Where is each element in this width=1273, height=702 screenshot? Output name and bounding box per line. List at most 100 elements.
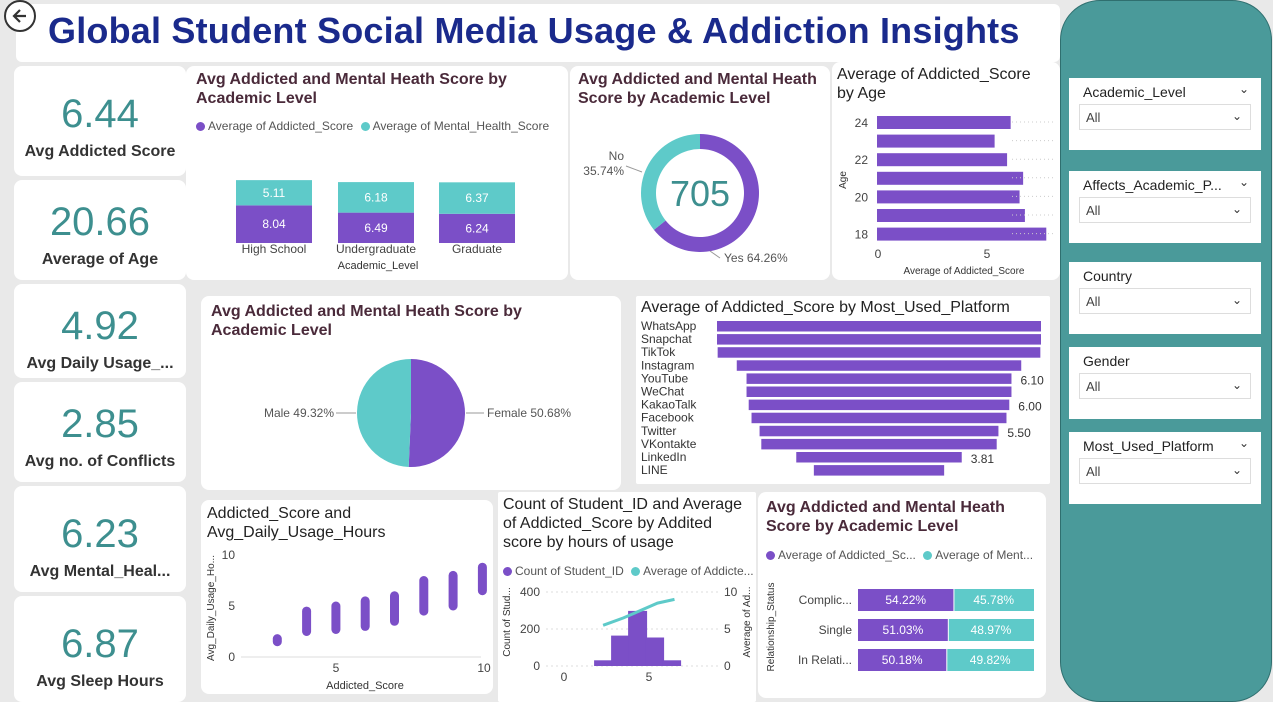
x-axis-label: Addicted_Score <box>326 680 404 692</box>
data-label: 8.04 <box>262 217 286 231</box>
funnel-bar <box>748 399 1010 411</box>
bar-mental <box>338 182 414 213</box>
slicer-most-used-platform[interactable]: Most_Used_Platform ⌄ All ⌄ <box>1069 432 1261 504</box>
slicer-dropdown[interactable]: All ⌄ <box>1079 197 1251 223</box>
donut-label-no-pct: 35.74% <box>583 164 624 178</box>
x-tick: 0 <box>561 670 568 684</box>
y-tick-right: 0 <box>724 659 731 673</box>
legend-item: Average of Addicted_Sc... <box>778 548 916 562</box>
data-label: 6.18 <box>364 190 388 204</box>
slicer-affects-academic[interactable]: Affects_Academic_P... ⌄ All ⌄ <box>1069 171 1261 243</box>
kpi-label: Avg no. of Conflicts <box>24 453 176 470</box>
y-axis-label: Age <box>838 171 849 189</box>
chevron-down-icon: ⌄ <box>1231 202 1242 216</box>
slicer-gender[interactable]: Gender All ⌄ <box>1069 347 1261 419</box>
chevron-down-icon: ⌄ <box>1231 293 1242 307</box>
legend-item: Average of Ment... <box>935 548 1034 562</box>
chevron-down-icon[interactable]: ⌄ <box>1238 175 1249 189</box>
category-label: Graduate <box>452 242 502 256</box>
slicer-academic-level[interactable]: Academic_Level ⌄ All ⌄ <box>1069 78 1261 150</box>
platform-label: TikTok <box>641 345 676 359</box>
chart-title: Avg Addicted and Mental Heath Score by A… <box>211 303 522 339</box>
combo-bar <box>594 660 614 666</box>
y-tick: 5 <box>228 599 235 613</box>
slicer-label: Gender <box>1083 353 1130 369</box>
slicer-dropdown[interactable]: All ⌄ <box>1079 458 1251 484</box>
kpi-label: Avg Sleep Hours <box>36 673 164 690</box>
chart-legend: Average of Addicted_Score Average of Men… <box>196 119 549 133</box>
y-tick: 18 <box>855 228 869 242</box>
y-axis-label: Relationship_Status <box>766 583 777 672</box>
funnel-bar <box>796 452 962 463</box>
donut-slice-yes <box>653 134 759 253</box>
x-axis-label: Average of Addicted_Score <box>903 266 1024 277</box>
kpi-value: 6.44 <box>61 92 139 136</box>
slicer-label: Most_Used_Platform <box>1083 438 1214 454</box>
kpi-value: 2.85 <box>61 402 139 446</box>
stacked-bar-chart[interactable]: Avg Addicted and Mental Heath Score by A… <box>186 66 568 280</box>
chart-title: Avg Addicted and Mental Heath Score by A… <box>766 499 1005 535</box>
category-label: Single <box>819 623 853 637</box>
x-tick: 5 <box>984 247 991 261</box>
age-bar <box>877 134 995 148</box>
age-bar-chart[interactable]: Average of Addicted_Score by Age 24 22 20 1… <box>832 62 1060 280</box>
chevron-down-icon[interactable]: ⌄ <box>1238 82 1249 96</box>
data-label: 49.82% <box>970 653 1011 667</box>
platform-label: WeChat <box>641 385 685 399</box>
slicer-dropdown[interactable]: All ⌄ <box>1079 104 1251 130</box>
funnel-bar <box>736 360 1022 371</box>
y-tick: 24 <box>855 116 869 130</box>
age-bar <box>877 153 1008 167</box>
relationship-plot: 54.22% 45.78% Complic... 51.03% 48.97% Single… <box>766 583 1034 672</box>
legend-item: Average of Addicted_Score <box>208 119 354 133</box>
leader-line <box>709 250 721 259</box>
slicer-dropdown[interactable]: All ⌄ <box>1079 288 1251 314</box>
funnel-bar <box>717 321 1041 332</box>
platform-label: LinkedIn <box>641 450 686 464</box>
data-label: 3.81 <box>971 452 995 466</box>
data-label: 6.37 <box>465 191 489 205</box>
age-bar <box>877 171 1024 185</box>
chevron-down-icon[interactable]: ⌄ <box>1238 436 1249 450</box>
data-label: 48.97% <box>971 623 1012 637</box>
kpi-value: 4.92 <box>61 304 139 348</box>
relationship-bar-chart[interactable]: Avg Addicted and Mental Heath Score by A… <box>758 492 1046 698</box>
bar-addicted <box>858 649 947 671</box>
funnel-bar <box>746 373 1012 384</box>
combo-chart[interactable]: Count of Student_ID and Average of Addic… <box>498 492 756 702</box>
x-tick: 5 <box>646 670 653 684</box>
kpi-label: Avg Daily Usage_... <box>26 355 174 372</box>
bar-mental <box>439 182 515 214</box>
kpi-card-addicted: 6.44 Avg Addicted Score <box>14 66 186 176</box>
donut-center-value: 705 <box>670 173 730 214</box>
donut-chart[interactable]: Avg Addicted and Mental Heath Score by A… <box>570 66 830 280</box>
bar-addicted <box>858 589 954 611</box>
slicer-country[interactable]: Country All ⌄ <box>1069 262 1261 334</box>
pie-slice-male <box>356 359 411 467</box>
data-label: 6.49 <box>364 221 388 235</box>
scatter-chart[interactable]: Addicted_Score and Avg_Daily_Usage_Hours… <box>201 500 493 694</box>
platform-funnel-chart[interactable]: Average of Addicted_Score by Most_Used_P… <box>636 296 1050 484</box>
gender-pie-chart[interactable]: Avg Addicted and Mental Heath Score by A… <box>201 296 621 490</box>
category-label: High School <box>242 242 307 256</box>
pie-label-female: Female 50.68% <box>487 406 571 420</box>
back-arrow-icon[interactable] <box>4 0 36 32</box>
platform-label: Snapchat <box>641 332 692 346</box>
y-axis-label: Avg_Daily_Usage_Ho... <box>206 555 217 661</box>
kpi-value: 6.87 <box>61 622 139 666</box>
funnel-bar <box>813 465 945 476</box>
chart-title: Average of Addicted_Score by Age <box>837 66 1031 102</box>
chevron-down-icon: ⌄ <box>1231 378 1242 392</box>
platform-label: WhatsApp <box>641 319 697 333</box>
kpi-label: Avg Addicted Score <box>24 143 176 160</box>
data-label: 54.22% <box>885 593 926 607</box>
y-tick: 400 <box>520 585 540 599</box>
platform-label: VKontakte <box>641 437 697 451</box>
chart-title: Count of Student_ID and Average of Addic… <box>503 496 742 551</box>
age-bar <box>877 116 1011 129</box>
slicer-dropdown[interactable]: All ⌄ <box>1079 373 1251 399</box>
kpi-label: Average of Age <box>41 251 159 268</box>
combo-line <box>602 597 675 627</box>
